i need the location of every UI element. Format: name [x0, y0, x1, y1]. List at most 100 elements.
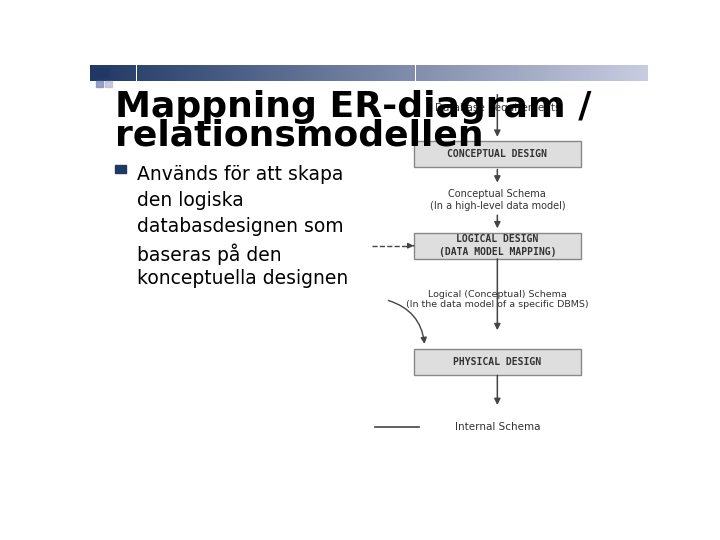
Bar: [507, 65, 508, 80]
Bar: [333, 65, 336, 80]
Bar: [304, 65, 306, 80]
Bar: [539, 65, 540, 80]
Bar: [259, 65, 261, 80]
Bar: [413, 233, 581, 259]
Bar: [92, 65, 94, 80]
Bar: [400, 65, 402, 80]
Bar: [585, 65, 587, 80]
Bar: [469, 65, 472, 80]
Bar: [413, 65, 415, 80]
Bar: [285, 65, 287, 80]
Bar: [310, 65, 311, 80]
Bar: [520, 65, 521, 80]
Bar: [239, 65, 240, 80]
Bar: [577, 65, 579, 80]
Text: relationsmodellen: relationsmodellen: [115, 119, 484, 153]
Bar: [105, 65, 107, 80]
Bar: [512, 65, 514, 80]
Bar: [230, 65, 231, 80]
Bar: [345, 65, 347, 80]
Bar: [233, 65, 235, 80]
Bar: [454, 65, 456, 80]
Bar: [248, 65, 250, 80]
Bar: [177, 65, 179, 80]
Text: databasdesignen som: databasdesignen som: [138, 217, 344, 236]
Bar: [451, 65, 453, 80]
Bar: [135, 65, 137, 80]
Bar: [306, 65, 307, 80]
Bar: [217, 65, 218, 80]
Bar: [274, 65, 276, 80]
Bar: [297, 65, 298, 80]
Bar: [481, 65, 482, 80]
Bar: [280, 65, 282, 80]
Bar: [575, 65, 577, 80]
Bar: [211, 65, 213, 80]
Bar: [626, 65, 628, 80]
Bar: [583, 65, 585, 80]
Bar: [374, 65, 377, 80]
Bar: [495, 65, 498, 80]
Bar: [365, 65, 367, 80]
Bar: [272, 65, 274, 80]
Bar: [405, 65, 406, 80]
Bar: [112, 65, 114, 80]
Bar: [546, 65, 548, 80]
Bar: [163, 65, 164, 80]
Bar: [291, 65, 293, 80]
Bar: [367, 65, 369, 80]
Bar: [615, 65, 616, 80]
Bar: [603, 65, 606, 80]
Bar: [521, 65, 523, 80]
Bar: [97, 65, 99, 80]
Bar: [252, 65, 253, 80]
Text: baseras på den: baseras på den: [138, 243, 282, 265]
Bar: [387, 65, 390, 80]
Bar: [263, 65, 265, 80]
Bar: [395, 65, 397, 80]
Bar: [174, 65, 176, 80]
Bar: [462, 65, 464, 80]
Bar: [183, 65, 185, 80]
Bar: [622, 65, 624, 80]
Bar: [103, 65, 105, 80]
Bar: [330, 65, 332, 80]
Bar: [317, 65, 319, 80]
Bar: [131, 65, 132, 80]
Bar: [386, 65, 387, 80]
Bar: [109, 65, 110, 80]
Text: Logical (Conceptual) Schema
(In the data model of a specific DBMS): Logical (Conceptual) Schema (In the data…: [406, 290, 589, 309]
Bar: [588, 65, 590, 80]
Bar: [352, 65, 354, 80]
Bar: [516, 65, 518, 80]
Bar: [336, 65, 338, 80]
Bar: [531, 65, 533, 80]
Bar: [607, 65, 609, 80]
Bar: [198, 65, 199, 80]
Bar: [107, 65, 109, 80]
Bar: [613, 65, 615, 80]
Bar: [127, 65, 129, 80]
Bar: [122, 65, 124, 80]
Text: den logiska: den logiska: [138, 191, 244, 210]
Bar: [477, 65, 479, 80]
Bar: [418, 65, 419, 80]
Text: Conceptual Schema
(In a high-level data model): Conceptual Schema (In a high-level data …: [430, 189, 565, 211]
Bar: [505, 65, 507, 80]
Bar: [256, 65, 258, 80]
Bar: [144, 65, 145, 80]
Bar: [459, 65, 460, 80]
Bar: [161, 65, 163, 80]
Bar: [194, 65, 196, 80]
Bar: [547, 65, 549, 80]
Bar: [145, 65, 148, 80]
Bar: [441, 65, 444, 80]
Bar: [618, 65, 620, 80]
Bar: [427, 65, 428, 80]
Bar: [486, 65, 488, 80]
Bar: [629, 65, 631, 80]
Bar: [205, 65, 207, 80]
Bar: [204, 65, 205, 80]
Bar: [137, 65, 138, 80]
Bar: [485, 65, 486, 80]
